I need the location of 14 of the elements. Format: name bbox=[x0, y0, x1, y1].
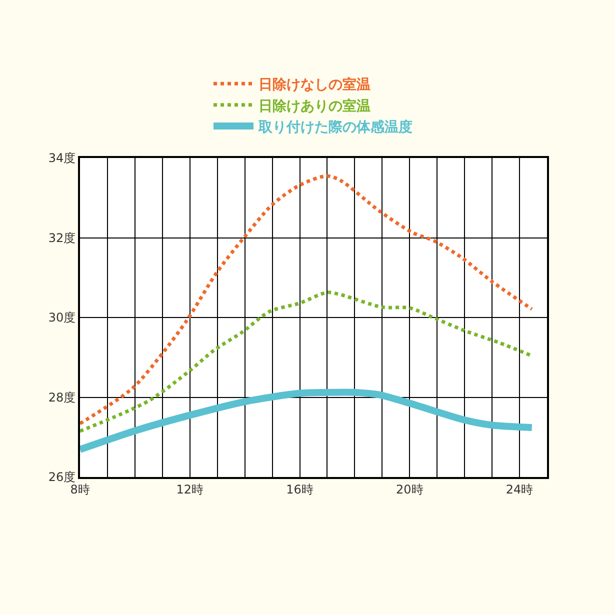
legend-label: 日除けなしの室温 bbox=[258, 76, 370, 94]
legend-label: 取り付けた際の体感温度 bbox=[258, 118, 412, 136]
x-tick-label: 24時 bbox=[506, 482, 534, 496]
x-tick-label: 16時 bbox=[286, 482, 314, 496]
y-tick-label: 30度 bbox=[48, 310, 76, 325]
x-tick-label: 8時 bbox=[70, 482, 90, 496]
y-tick-label: 32度 bbox=[48, 230, 76, 245]
y-tick-label: 34度 bbox=[48, 151, 76, 166]
x-tick-label: 12時 bbox=[176, 482, 204, 496]
line-series bbox=[80, 174, 534, 426]
legend-label: 日除けありの室温 bbox=[258, 97, 370, 114]
x-tick-label: 20時 bbox=[396, 482, 424, 496]
y-tick-label: 28度 bbox=[48, 390, 76, 404]
y-tick-label: 26度 bbox=[48, 470, 76, 484]
